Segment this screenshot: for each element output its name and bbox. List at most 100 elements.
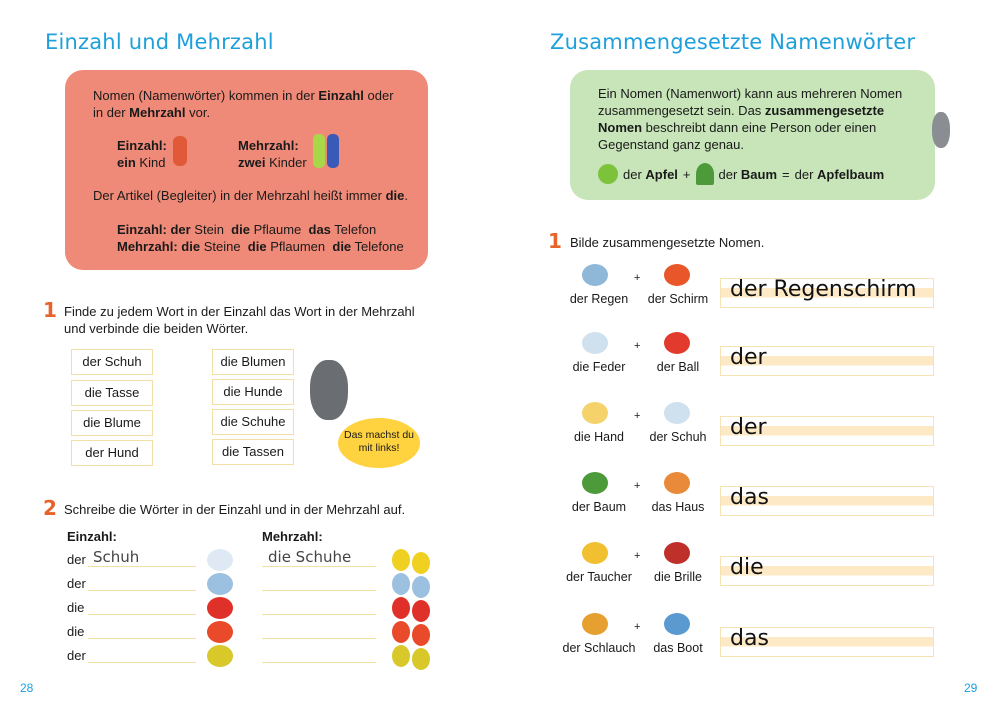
word-box-plural[interactable]: die Tassen [212,439,294,465]
article-examples: Einzahl: der Stein die Pflaume das Telef… [117,222,404,254]
intro-text: Nomen (Namenwörter) kommen in der Einzah… [93,88,394,120]
article-label: die [67,600,85,615]
word-picture-icon [664,542,690,564]
word-picture-icon [582,402,608,424]
page-title-left: Einzahl und Mehrzahl [45,30,274,54]
mascot-illustration [932,112,950,148]
column-header-einzahl: Einzahl: [67,529,117,544]
compound-write-line[interactable]: der [720,415,934,446]
plus-sign: + [634,340,641,352]
task-number: 1 [548,229,562,253]
word-label: der Schlauch [562,641,636,655]
word-picture-icon [664,613,690,635]
page-number: 29 [964,681,978,695]
mascot-illustration [310,360,348,420]
shoe-icon [207,549,233,571]
info-text: Ein Nomen (Namenwort) kann aus mehreren … [598,86,903,152]
ring-icon [412,648,430,670]
word-label: das Haus [651,500,705,514]
fish-icon [207,573,233,595]
plural-write-line[interactable] [262,649,376,663]
word-picture-icon [582,613,608,635]
ring-icon [207,645,233,667]
word-box-plural[interactable]: die Schuhe [212,409,294,435]
singular-write-line[interactable] [88,601,196,615]
task-instruction: Finde zu jedem Wort in der Einzahl das W… [64,304,415,336]
word-picture-icon [664,264,690,286]
word-label: der Schuh [649,430,707,444]
compound-example: der Apfel + der Baum = der Apfelbaum [598,163,884,185]
children-icon [313,134,325,168]
plus-sign: + [634,621,641,633]
word-picture-icon [582,542,608,564]
tomato-icon [207,597,233,619]
word-picture-icon [664,472,690,494]
compound-write-line[interactable]: das [720,626,934,657]
word-box-plural[interactable]: die Blumen [212,349,294,375]
task-number: 2 [43,496,57,520]
singular-write-line[interactable] [88,577,196,591]
word-box-singular[interactable]: der Hund [71,440,153,466]
shoe-icon [392,549,410,571]
article-label: der [67,552,86,567]
mehrzahl-example: Mehrzahl: zwei Kinder [238,138,307,170]
ring-icon [392,645,410,667]
tomato-icon [392,597,410,619]
speech-bubble: Das machst du mit links! [338,418,420,468]
singular-write-line[interactable] [88,625,196,639]
word-picture-icon [664,332,690,354]
child-icon [173,136,187,166]
article-rule: Der Artikel (Begleiter) in der Mehrzahl … [93,188,409,203]
plural-write-line[interactable] [262,625,376,639]
article-label: der [67,648,86,663]
word-picture-icon [664,402,690,424]
info-box-compound-nouns: Ein Nomen (Namenwort) kann aus mehreren … [570,70,935,200]
word-label: der Regen [569,292,629,306]
apple-icon [598,164,618,184]
word-label: der Baum [571,500,627,514]
word-label: die Feder [572,360,626,374]
singular-write-line[interactable] [88,649,196,663]
word-picture-icon [582,332,608,354]
flower-icon [412,624,430,646]
word-label: der Ball [656,360,700,374]
page-number: 28 [20,681,34,695]
article-label: die [67,624,85,639]
plus-sign: + [634,550,641,562]
tomato-icon [412,600,430,622]
article-label: der [67,576,86,591]
plus-sign: + [634,272,641,284]
plus-sign: + [634,410,641,422]
compound-write-line[interactable]: die [720,555,934,586]
plural-write-line[interactable] [262,601,376,615]
compound-write-line[interactable]: das [720,485,934,516]
word-box-singular[interactable]: der Schuh [71,349,153,375]
word-box-singular[interactable]: die Blume [71,410,153,436]
plus-sign: + [634,480,641,492]
children-icon-2 [327,134,339,168]
task-number: 1 [43,298,57,322]
shoe-icon [412,552,430,574]
word-label: der Schirm [647,292,709,306]
fish-icon [412,576,430,598]
word-label: die Hand [573,430,625,444]
info-box-einzahl-mehrzahl: Nomen (Namenwörter) kommen in der Einzah… [65,70,428,270]
word-box-singular[interactable]: die Tasse [71,380,153,406]
tree-icon [695,163,714,185]
einzahl-example: Einzahl: ein Kind [117,138,167,170]
flower-icon [392,621,410,643]
fish-icon [392,573,410,595]
word-box-plural[interactable]: die Hunde [212,379,294,405]
compound-write-line[interactable]: der [720,345,934,376]
column-header-mehrzahl: Mehrzahl: [262,529,323,544]
word-label: die Brille [654,570,702,584]
plural-write-line[interactable] [262,577,376,591]
plural-write-line[interactable]: die Schuhe [262,548,376,567]
word-label: das Boot [653,641,703,655]
page-title-right: Zusammengesetzte Namenwörter [550,30,916,54]
compound-write-line[interactable]: der Regenschirm [720,277,934,308]
flower-icon [207,621,233,643]
word-picture-icon [582,264,608,286]
task-instruction: Schreibe die Wörter in der Einzahl und i… [64,502,406,517]
singular-write-line[interactable]: Schuh [88,548,196,567]
